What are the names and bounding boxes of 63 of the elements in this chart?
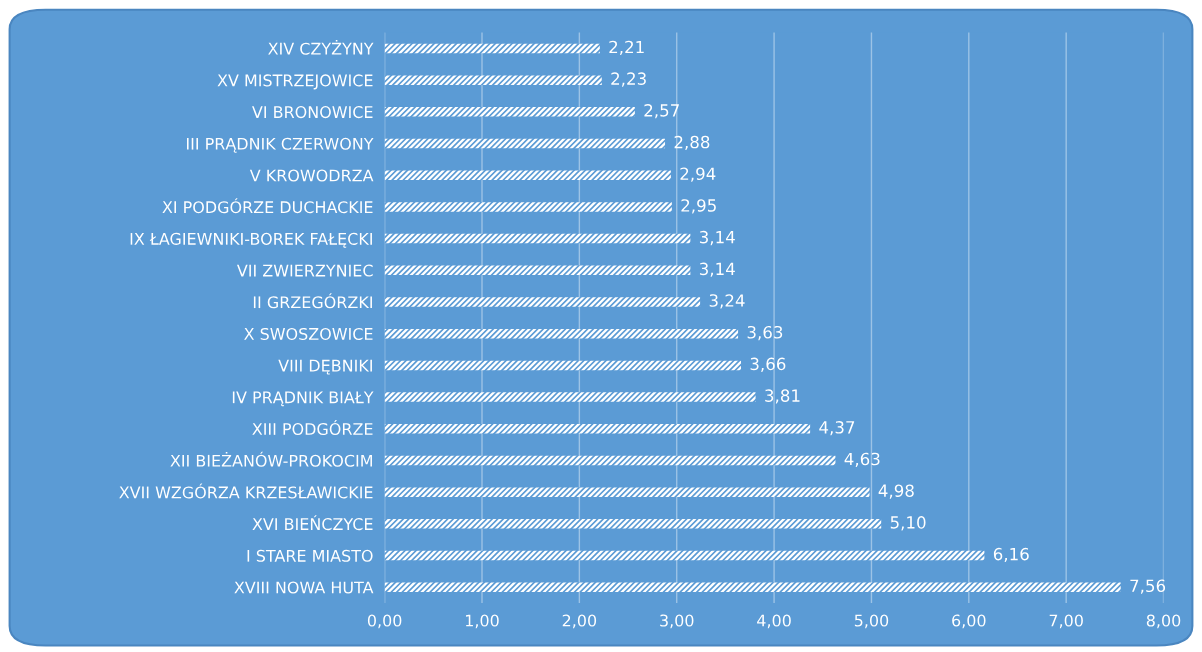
data-label: 2,57 <box>644 104 679 119</box>
y-tick-label: III PRĄDNIK CZERWONY <box>187 137 374 153</box>
bar <box>384 424 811 434</box>
y-tick-label: XII BIEŻANÓW-PROKOCIM <box>170 451 372 467</box>
y-tick-label: VII ZWIERZYNIEC <box>236 264 373 277</box>
data-label: 7,56 <box>1130 579 1166 594</box>
y-tick-label: II GRZEGÓRZKI <box>253 293 372 309</box>
bar <box>384 43 600 54</box>
x-tick-label: 0,00 <box>367 614 402 629</box>
y-tick-label: VI BRONOWICE <box>252 106 373 119</box>
x-tick-label: 6,00 <box>952 614 986 629</box>
data-label: 2,88 <box>674 135 710 151</box>
bar <box>384 170 671 180</box>
bar <box>384 487 870 497</box>
bar <box>384 138 666 149</box>
y-tick-label: XVI BIEŃCZYCE <box>252 515 373 531</box>
data-label: 2,94 <box>680 167 716 182</box>
data-label: 5,10 <box>890 516 926 531</box>
data-label: 3,14 <box>699 262 735 277</box>
bar <box>384 519 882 529</box>
bar <box>384 75 602 85</box>
x-tick-label: 2,00 <box>562 614 597 629</box>
x-tick-label: 5,00 <box>854 614 889 629</box>
data-label: 3,24 <box>709 294 745 309</box>
data-label: 3,63 <box>747 325 783 341</box>
y-tick-label: IX ŁAGIEWNIKI-BOREK FAŁĘCKI <box>130 232 372 248</box>
data-label: 2,23 <box>611 72 646 87</box>
data-label: 4,63 <box>844 452 880 468</box>
data-label: 2,21 <box>609 40 644 55</box>
x-tick-label: 4,00 <box>757 614 791 629</box>
x-tick-label: 1,00 <box>465 614 499 629</box>
y-tick-label: XV MISTRZEJOWICE <box>217 74 373 90</box>
bar <box>384 297 701 307</box>
bar <box>384 265 691 276</box>
x-tick-label: 7,00 <box>1049 614 1083 629</box>
data-label: 2,95 <box>681 199 716 214</box>
bar <box>384 328 739 339</box>
bar <box>384 455 836 466</box>
y-tick-label: VIII DĘBNIKI <box>278 359 372 375</box>
bar <box>384 107 635 117</box>
bar <box>384 582 1121 593</box>
y-tick-label: XVIII NOWA HUTA <box>234 581 374 594</box>
bar <box>384 392 756 402</box>
data-label: 4,98 <box>878 484 914 499</box>
data-label: 6,16 <box>993 547 1029 563</box>
y-tick-label: XIII PODGÓRZE <box>252 420 373 436</box>
data-label: 4,37 <box>819 421 855 436</box>
bar <box>384 202 672 212</box>
data-label: 3,81 <box>765 389 800 404</box>
bar <box>384 360 741 371</box>
bar <box>384 550 985 561</box>
bar <box>384 233 691 244</box>
x-tick-label: 3,00 <box>660 614 694 629</box>
y-tick-label: XIV CZYŻYNY <box>268 39 374 55</box>
x-tick-label: 8,00 <box>1146 614 1181 629</box>
y-tick-label: XI PODGÓRZE DUCHACKIE <box>162 198 373 214</box>
y-tick-label: XVII WZGÓRZA KRZESŁAWICKIE <box>119 483 373 499</box>
y-tick-label: V KROWODRZA <box>249 169 374 182</box>
y-tick-label: I STARE MIASTO <box>247 549 373 562</box>
y-tick-label: IV PRĄDNIK BIAŁY <box>232 391 374 407</box>
data-label: 3,66 <box>750 357 786 372</box>
y-tick-label: X SWOSZOWICE <box>244 327 373 340</box>
data-label: 3,14 <box>699 230 735 246</box>
